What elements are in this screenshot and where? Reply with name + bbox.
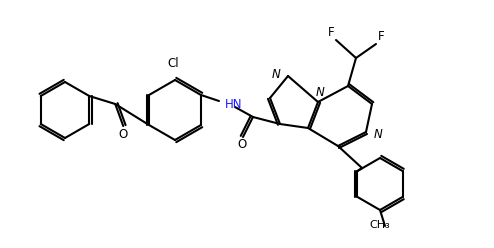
Text: N: N [272,68,281,82]
Text: HN: HN [225,98,243,112]
Text: N: N [373,127,382,141]
Text: N: N [316,86,325,98]
Text: O: O [237,138,247,152]
Text: CH₃: CH₃ [370,220,390,230]
Text: Cl: Cl [167,57,179,70]
Text: F: F [378,31,384,43]
Text: O: O [119,128,128,142]
Text: F: F [328,27,334,39]
